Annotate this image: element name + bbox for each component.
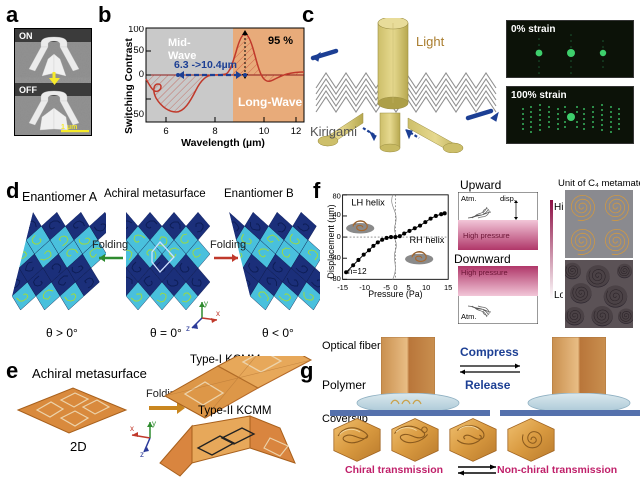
svg-text:RH helix: RH helix <box>409 235 444 245</box>
svg-text:6.3 ->10.4µm: 6.3 ->10.4µm <box>174 59 237 71</box>
svg-text:Atm.: Atm. <box>461 312 476 321</box>
svg-text:Atm.: Atm. <box>461 194 476 203</box>
svg-text:LH helix: LH helix <box>351 197 385 207</box>
svg-text:High pressure: High pressure <box>463 231 510 240</box>
svg-text:0: 0 <box>337 232 341 241</box>
svg-text:x: x <box>216 309 220 318</box>
svg-text:1 μm: 1 μm <box>61 124 77 131</box>
svg-text:12: 12 <box>291 126 302 137</box>
svg-text:Displacement (µm): Displacement (µm) <box>326 204 336 278</box>
svg-text:0: 0 <box>139 69 144 80</box>
svg-text:Switching Contrast: Switching Contrast <box>123 38 135 134</box>
svg-text:n=12: n=12 <box>348 266 367 276</box>
svg-text:-15: -15 <box>337 283 348 292</box>
svg-text:6: 6 <box>163 126 168 137</box>
svg-text:Kirigami: Kirigami <box>310 124 357 139</box>
svg-text:Long-Wave: Long-Wave <box>238 95 303 109</box>
svg-text:80: 80 <box>333 191 341 200</box>
svg-text:8: 8 <box>212 126 217 137</box>
svg-text:Wavelength (µm): Wavelength (µm) <box>181 137 265 148</box>
svg-text:OFF: OFF <box>19 85 37 95</box>
svg-text:100: 100 <box>128 26 144 35</box>
svg-text:z: z <box>186 324 190 333</box>
svg-text:10: 10 <box>259 126 270 137</box>
svg-text:High pressure: High pressure <box>461 268 508 277</box>
svg-text:50: 50 <box>133 45 144 56</box>
svg-text:High: High <box>554 202 563 213</box>
svg-text:Mid-: Mid- <box>168 37 191 49</box>
svg-text:Light: Light <box>416 34 445 49</box>
svg-text:15: 15 <box>444 283 452 292</box>
svg-text:95 %: 95 % <box>268 35 293 47</box>
svg-text:Low: Low <box>554 290 563 301</box>
svg-text:y: y <box>204 299 208 308</box>
svg-text:Pressure (Pa): Pressure (Pa) <box>368 289 422 299</box>
svg-text:disp.: disp. <box>500 194 516 203</box>
svg-text:10: 10 <box>422 283 430 292</box>
svg-text:ON: ON <box>19 31 33 41</box>
